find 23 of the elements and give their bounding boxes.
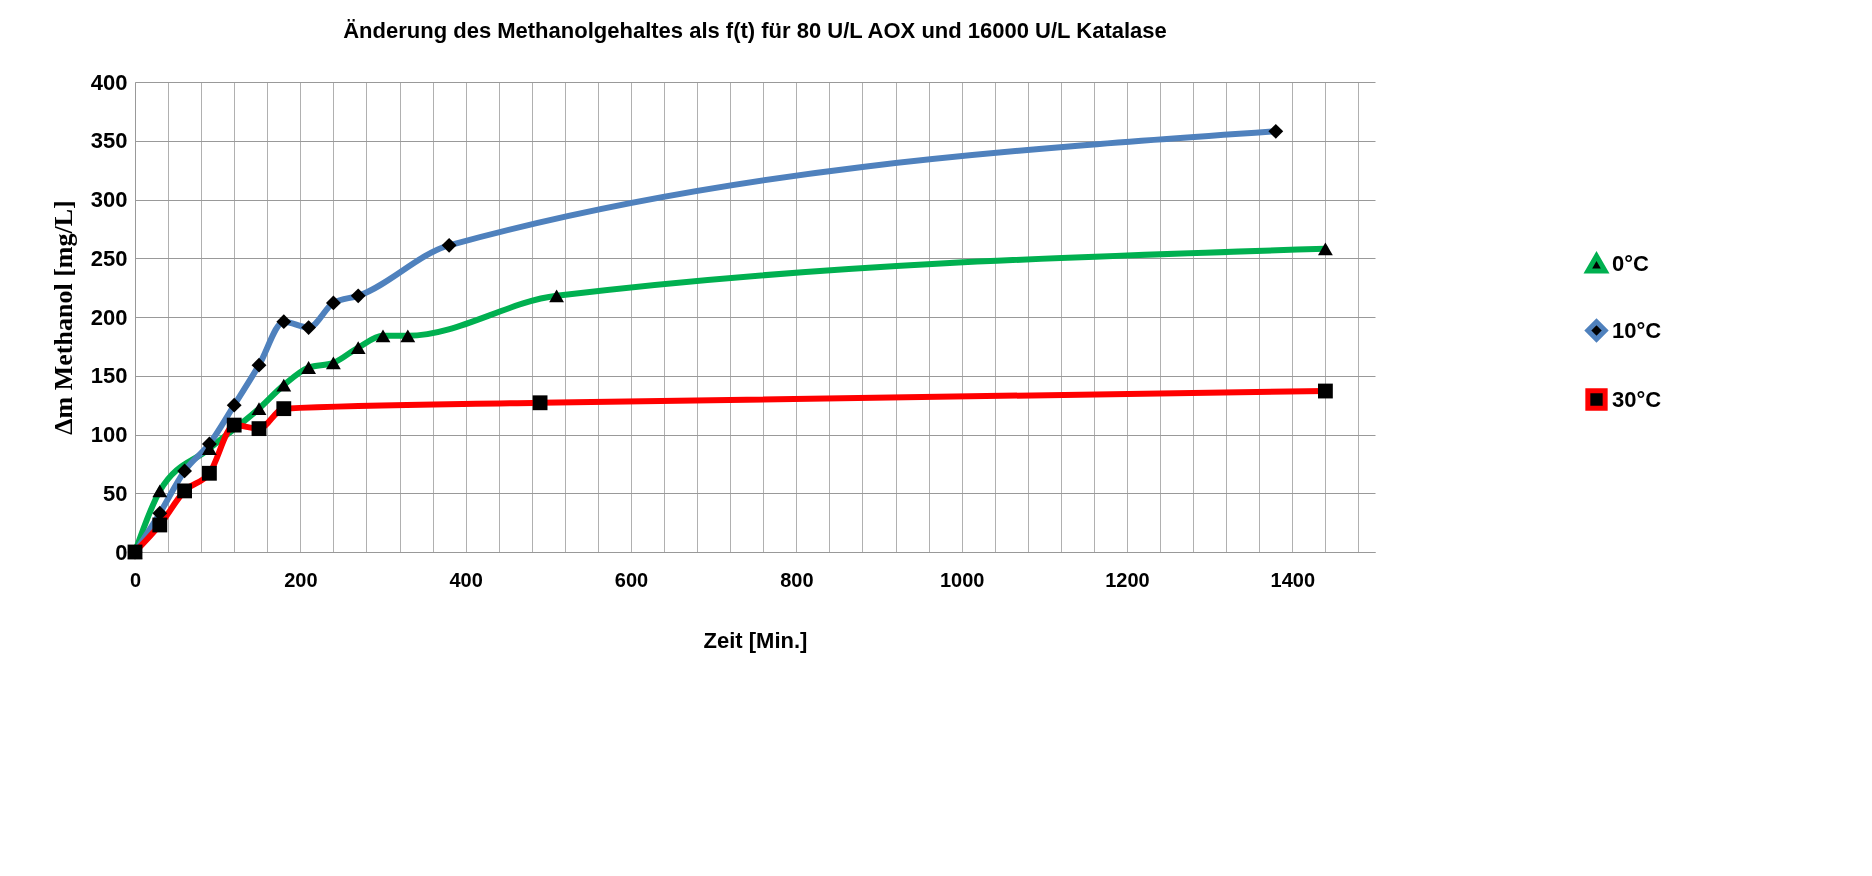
y-tick-label: 400 xyxy=(90,69,128,95)
y-tick-label: 300 xyxy=(90,187,128,212)
y-tick-label: 0 xyxy=(115,539,128,565)
y-tick-label: 50 xyxy=(103,480,128,506)
x-tick-label: 0 xyxy=(129,568,142,591)
y-axis-title: Δm Methanol [mg/L] xyxy=(48,200,78,435)
x-tick-label: 200 xyxy=(284,568,318,591)
legend-label: 10°C xyxy=(1612,317,1662,343)
x-tick-label: 1200 xyxy=(1105,568,1150,591)
legend-label: 30°C xyxy=(1612,386,1662,412)
y-tick-label: 250 xyxy=(90,245,128,271)
y-tick-label: 100 xyxy=(90,422,128,447)
x-tick-label: 600 xyxy=(614,568,649,591)
legend-label: 0°C xyxy=(1612,250,1650,276)
y-tick-label: 150 xyxy=(90,363,128,389)
x-tick-label: 1000 xyxy=(939,568,985,591)
x-tick-label: 400 xyxy=(449,568,483,591)
x-tick-label: 800 xyxy=(780,568,814,591)
x-axis-title: Zeit [Min.] xyxy=(703,627,808,653)
y-tick-label: 350 xyxy=(90,128,128,154)
y-tick-label: 200 xyxy=(90,304,128,330)
x-tick-label: 1400 xyxy=(1270,568,1316,591)
chart-title: Änderung des Methanolgehaltes als f(t) für 80 U/L AOX und 16000 U/L Katalase xyxy=(343,18,1167,43)
